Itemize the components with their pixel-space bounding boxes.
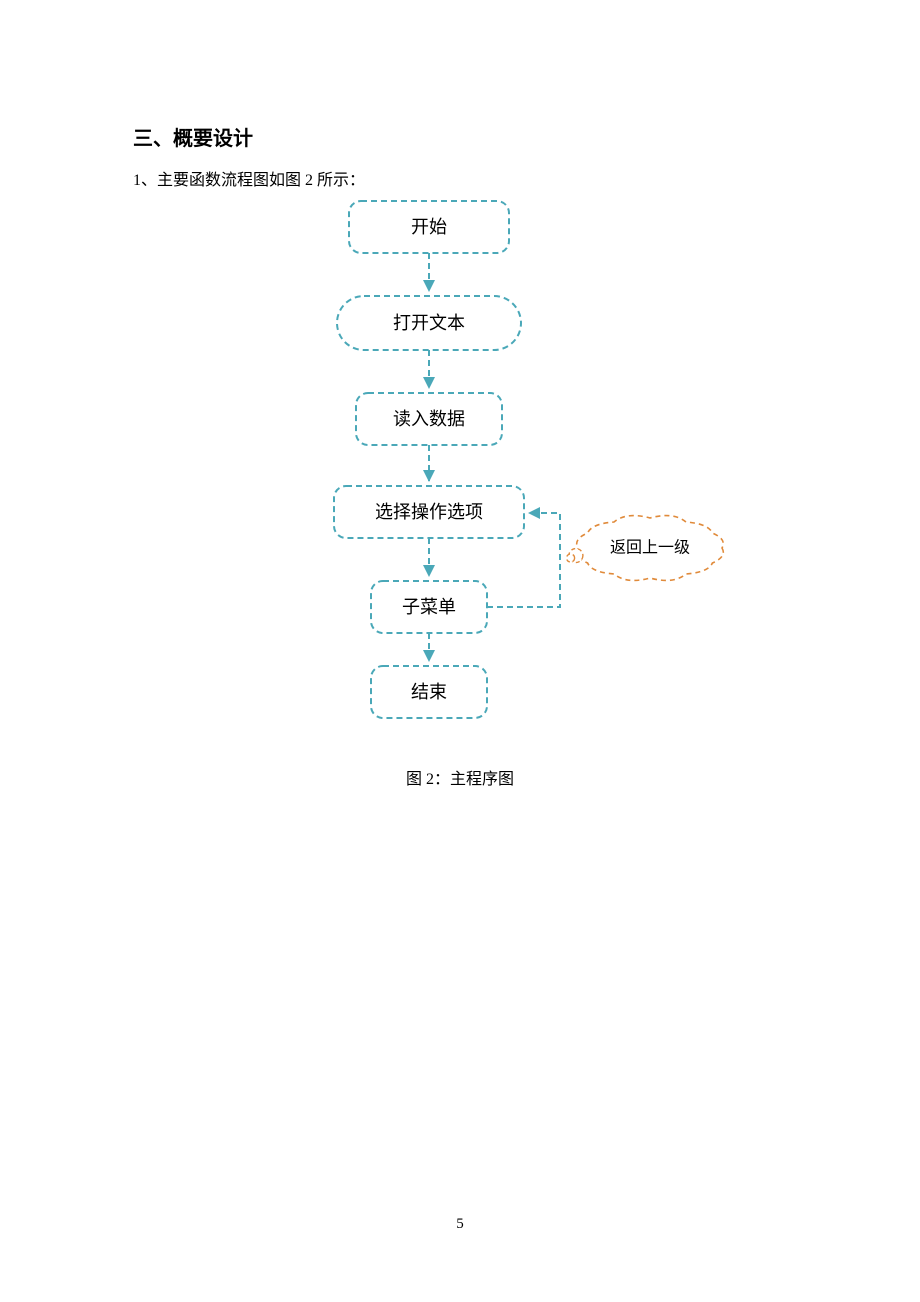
node-label: 开始 <box>411 217 447 237</box>
node-read: 读入数据 <box>356 393 502 445</box>
node-label: 子菜单 <box>402 597 456 617</box>
page-number-text: 5 <box>456 1216 464 1232</box>
node-label: 选择操作选项 <box>375 502 483 522</box>
callout-tail-bubble <box>567 554 575 562</box>
node-label: 读入数据 <box>393 409 465 429</box>
node-open: 打开文本 <box>337 296 521 350</box>
node-label: 结束 <box>411 682 447 702</box>
flowchart-svg: 开始打开文本读入数据选择操作选项子菜单结束 返回上一级 <box>0 0 920 1302</box>
node-label: 打开文本 <box>393 313 465 333</box>
node-select: 选择操作选项 <box>334 486 524 538</box>
node-start: 开始 <box>349 201 509 253</box>
page-number: 5 <box>0 1216 920 1233</box>
page: 三、概要设计 1、主要函数流程图如图 2 所示： 开始打开文本读入数据选择操作选… <box>0 0 920 1302</box>
node-end: 结束 <box>371 666 487 718</box>
node-submenu: 子菜单 <box>371 581 487 633</box>
flowchart-callout: 返回上一级 <box>567 516 724 581</box>
figure-caption: 图 2：主程序图 <box>0 765 920 789</box>
callout-label: 返回上一级 <box>610 539 690 557</box>
figure-caption-text: 图 2：主程序图 <box>406 771 514 788</box>
